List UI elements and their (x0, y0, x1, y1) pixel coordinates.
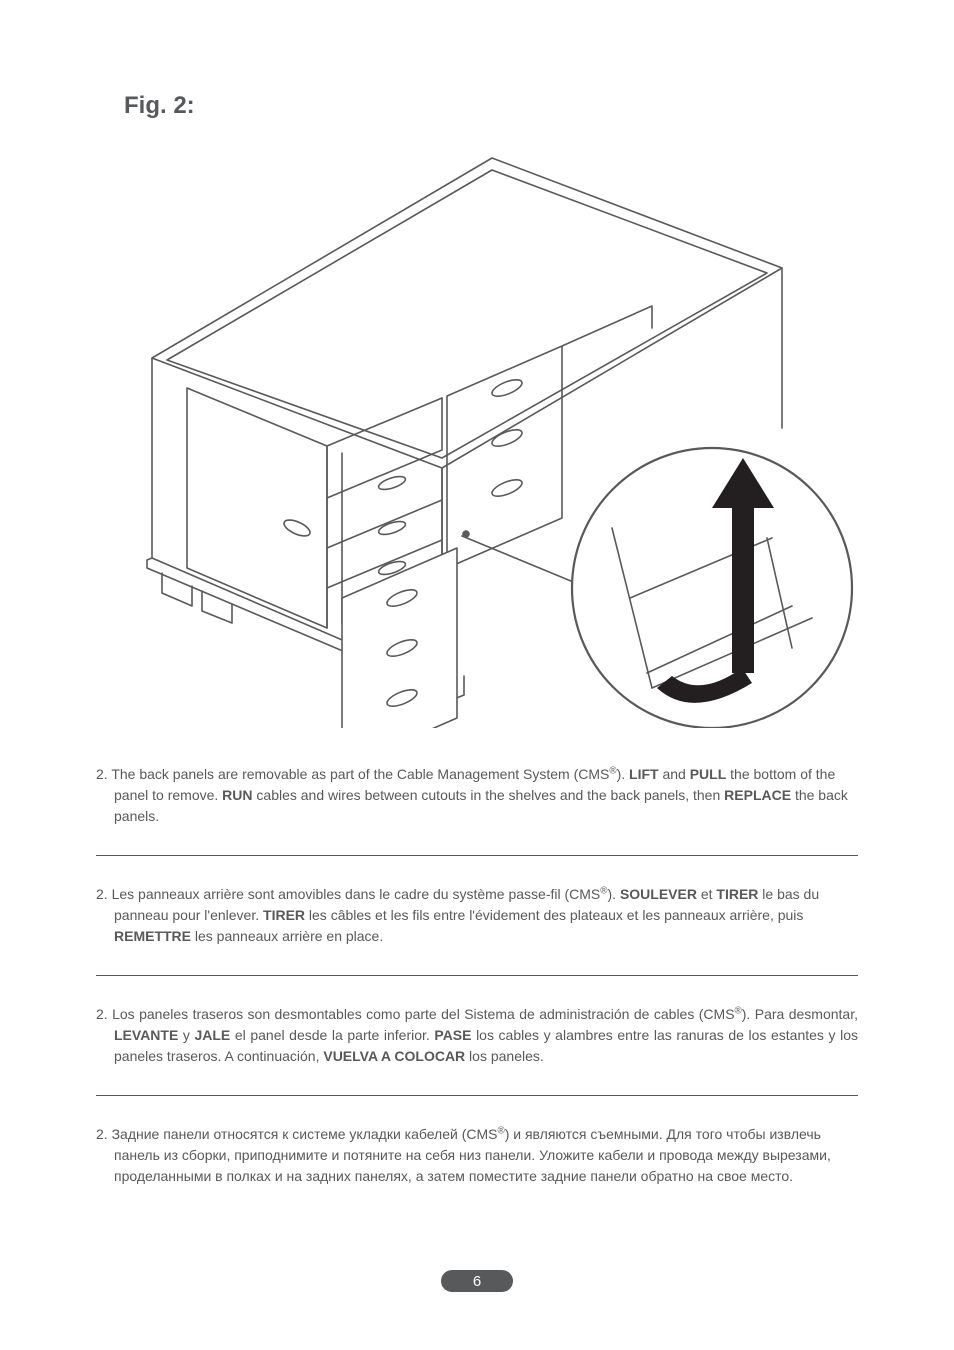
instruction-ru: 2. Задние панели относятся к системе укл… (92, 1124, 862, 1187)
text: les câbles et les fils entre l'évidement… (305, 907, 803, 923)
kw-vuelva: VUELVA A COLOCAR (323, 1048, 465, 1064)
instruction-en: 2. The back panels are removable as part… (92, 764, 862, 827)
section-divider (96, 855, 858, 856)
text: ). (607, 886, 619, 902)
section-divider (96, 1095, 858, 1096)
list-number: 2. (96, 1126, 108, 1142)
kw-pull: PULL (690, 766, 727, 782)
kw-jale: JALE (194, 1027, 230, 1043)
kw-pase: PASE (434, 1027, 471, 1043)
list-number: 2. (96, 886, 108, 902)
instruction-fr: 2. Les panneaux arrière sont amovibles d… (92, 884, 862, 947)
text: et (697, 886, 716, 902)
text: el panel desde la parte inferior. (230, 1027, 434, 1043)
page-number: 6 (473, 1273, 481, 1290)
kw-tirer: TIRER (716, 886, 758, 902)
figure-label: Fig. 2: (124, 92, 862, 120)
page: Fig. 2: (0, 0, 954, 1350)
text: les panneaux arrière en place. (191, 928, 383, 944)
reg-mark: ® (498, 1125, 505, 1136)
text: ). Para desmontar, (742, 1006, 858, 1022)
kw-run: RUN (222, 787, 252, 803)
text: los paneles. (465, 1048, 544, 1064)
text: The back panels are removable as part of… (111, 766, 609, 782)
section-divider (96, 975, 858, 976)
kw-replace: REPLACE (724, 787, 791, 803)
text: Les panneaux arrière sont amovibles dans… (112, 886, 601, 902)
text: cables and wires between cutouts in the … (253, 787, 725, 803)
text: y (178, 1027, 194, 1043)
list-number: 2. (96, 1006, 108, 1022)
kw-levante: LEVANTE (114, 1027, 178, 1043)
page-number-badge: 6 (441, 1270, 513, 1292)
list-number: 2. (96, 766, 108, 782)
figure-diagram (92, 128, 862, 728)
reg-mark: ® (735, 1005, 742, 1016)
instruction-es: 2. Los paneles traseros son desmontables… (92, 1004, 862, 1067)
text: ). (617, 766, 629, 782)
kw-soulever: SOULEVER (620, 886, 697, 902)
kw-lift: LIFT (629, 766, 659, 782)
text: Задние панели относятся к системе укладк… (112, 1126, 498, 1142)
reg-mark: ® (609, 765, 616, 776)
kw-tirer: TIRER (263, 907, 305, 923)
kw-remettre: REMETTRE (114, 928, 191, 944)
text: and (659, 766, 690, 782)
text: Los paneles traseros son desmontables co… (112, 1006, 734, 1022)
